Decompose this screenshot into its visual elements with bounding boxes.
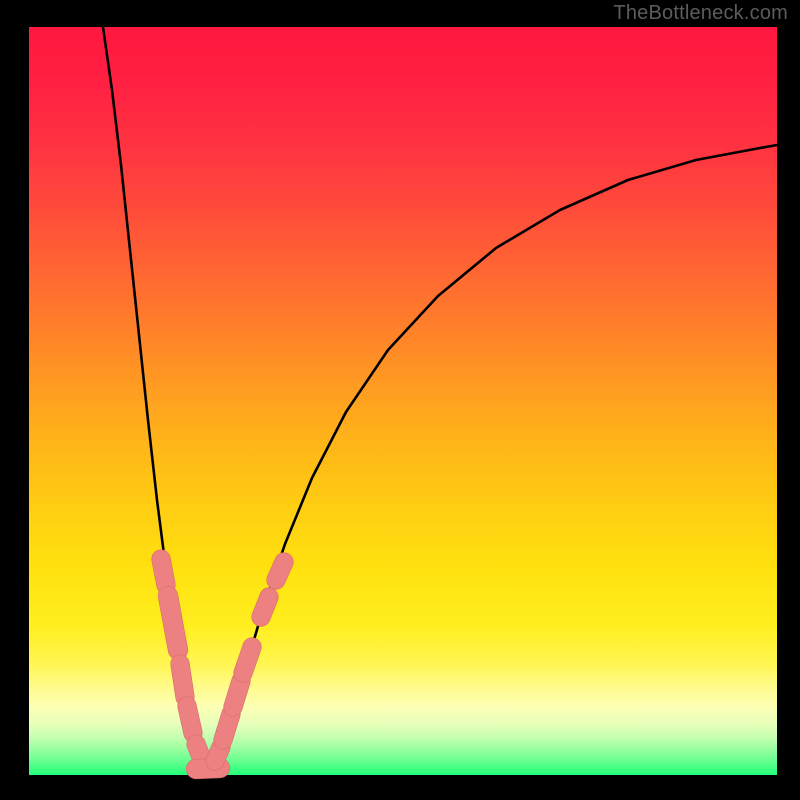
watermark-text: TheBottleneck.com [613, 2, 788, 25]
chart-background [29, 27, 777, 775]
